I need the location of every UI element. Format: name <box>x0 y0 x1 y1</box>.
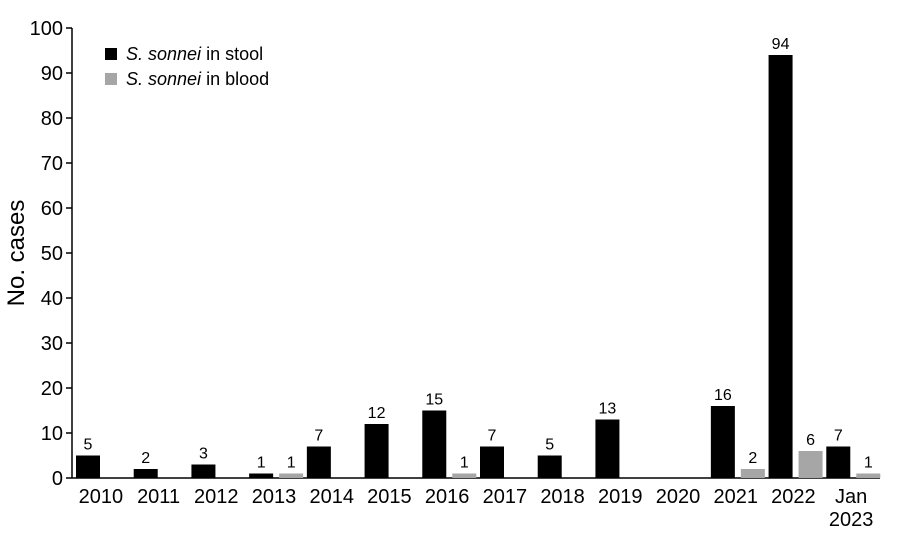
x-axis: 2010 2011 2012 2013 2014 2015 2016 2017 2018 2019… <box>72 478 880 531</box>
y-tick-label: 90 <box>41 63 63 85</box>
legend-label: S. sonnei in blood <box>126 69 269 89</box>
data-label: 1 <box>460 455 469 472</box>
data-label: 16 <box>714 387 732 404</box>
x-tick-label: 2022 <box>771 486 816 508</box>
y-tick-label: 80 <box>41 108 63 130</box>
legend: S. sonnei in stool S. sonnei in blood <box>105 44 269 89</box>
x-tick-label: 2015 <box>367 486 412 508</box>
x-tick-label: 2012 <box>194 486 239 508</box>
data-label: 2 <box>748 450 757 467</box>
x-tick-label: 2011 <box>137 486 180 508</box>
y-tick-label: 10 <box>41 423 63 445</box>
bar-series-1 <box>191 465 215 479</box>
bar-series-1 <box>769 55 793 478</box>
x-tick-label: 2013 <box>252 486 297 508</box>
data-label: 6 <box>806 432 815 449</box>
bar-series-2 <box>452 474 476 479</box>
bar-series-2 <box>279 474 303 479</box>
y-tick-label: 40 <box>41 288 63 310</box>
bar-series-1 <box>134 469 158 478</box>
data-label: 15 <box>425 392 443 409</box>
bar-series-1 <box>826 447 850 479</box>
bar-series-1 <box>422 411 446 479</box>
data-label: 1 <box>257 455 266 472</box>
y-tick-label: 60 <box>41 198 63 220</box>
bar-series-1 <box>538 456 562 479</box>
y-tick-label: 70 <box>41 153 63 175</box>
bar-series-1 <box>307 447 331 479</box>
y-tick-label: 50 <box>41 243 63 265</box>
x-tick-label: 2016 <box>425 486 470 508</box>
x-tick-label: Jan 2023 <box>829 486 874 531</box>
y-tick-label: 20 <box>41 378 63 400</box>
data-label: 94 <box>772 36 790 53</box>
y-tick-label: 100 <box>30 18 63 40</box>
data-label: 13 <box>599 401 617 418</box>
data-label: 1 <box>287 455 296 472</box>
data-label: 5 <box>84 437 93 454</box>
bar-series-1 <box>365 424 389 478</box>
x-tick-label: 2017 <box>483 486 528 508</box>
bar-series-2 <box>741 469 765 478</box>
data-label: 12 <box>368 405 386 422</box>
x-tick-label: 2019 <box>598 486 643 508</box>
bar-series-1 <box>595 420 619 479</box>
data-label: 7 <box>314 428 323 445</box>
bars <box>76 55 880 478</box>
data-label: 2 <box>141 450 150 467</box>
data-label: 7 <box>488 428 497 445</box>
legend-swatch <box>105 73 117 85</box>
legend-swatch <box>105 48 117 60</box>
bar-series-1 <box>480 447 504 479</box>
legend-label: S. sonnei in stool <box>126 44 263 64</box>
x-tick-label: 2010 <box>79 486 124 508</box>
y-axis: 0 10 20 30 40 50 60 70 80 90 100 <box>30 18 72 490</box>
data-label: 7 <box>834 428 843 445</box>
y-tick-label: 30 <box>41 333 63 355</box>
x-tick-label: 2020 <box>656 486 701 508</box>
data-label: 1 <box>864 455 873 472</box>
bar-series-2 <box>799 451 823 478</box>
bar-series-1 <box>249 474 273 479</box>
bar-series-1 <box>711 406 735 478</box>
bar-series-2 <box>856 474 880 479</box>
x-tick-label: 2018 <box>540 486 585 508</box>
data-label: 5 <box>545 437 554 454</box>
bar-series-1 <box>76 456 100 479</box>
x-tick-label: 2014 <box>309 486 354 508</box>
y-axis-title: No. cases <box>3 200 30 307</box>
x-tick-label: 2021 <box>713 486 758 508</box>
data-label: 3 <box>199 446 208 463</box>
y-tick-label: 0 <box>52 468 63 490</box>
